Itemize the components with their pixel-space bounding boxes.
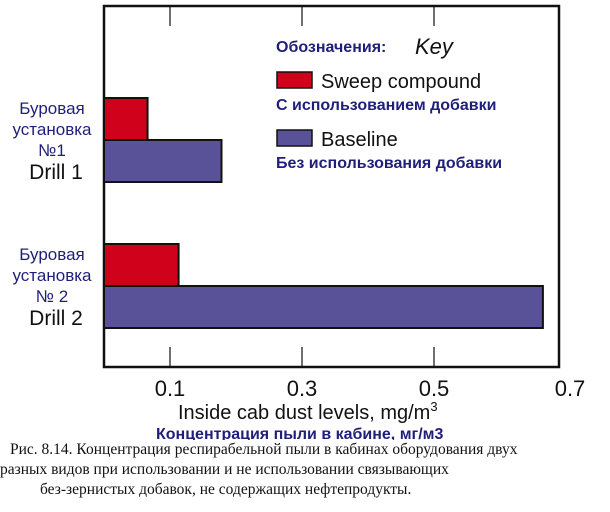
- legend-title-en: Key: [415, 34, 455, 59]
- caption-line: без-зернистых добавок, не содержащих неф…: [40, 481, 412, 498]
- x-tick-label: 0.5: [419, 376, 450, 401]
- bar-baseline-drill-1: [103, 139, 223, 183]
- x-axis-label: Inside cab dust levels, mg/m3: [178, 399, 438, 424]
- legend-label-en: Sweep compound: [321, 71, 481, 93]
- legend-title-ru: Обозначения:: [276, 39, 386, 56]
- caption-line: Рис. 8.14. Концентрация респирабельной п…: [10, 441, 518, 458]
- category-label-ru: установка: [13, 266, 93, 285]
- legend-label-en: Baseline: [321, 129, 398, 151]
- bar-baseline-drill-2: [103, 285, 544, 329]
- x-tick-label: 0.3: [287, 376, 318, 401]
- bar-sweep-drill-1: [103, 97, 149, 141]
- category-label-ru: № 2: [36, 287, 68, 306]
- legend-swatch-baseline: [276, 129, 313, 147]
- figure-caption: Рис. 8.14. Концентрация респирабельной п…: [0, 440, 610, 500]
- category-label-ru: Буровая: [19, 245, 85, 264]
- x-tick-label: 0.7: [555, 376, 586, 401]
- category-label-en: Drill 2: [29, 307, 83, 330]
- bar-sweep-drill-2: [103, 243, 180, 287]
- legend-label-ru: С использованием добавки: [276, 97, 496, 114]
- category-label-en: Drill 1: [29, 161, 83, 184]
- plot-frame: [102, 4, 561, 369]
- caption-line: разных видов при использовании и не испо…: [0, 461, 449, 478]
- category-label-ru: установка: [13, 120, 93, 139]
- x-tick-label: 0.1: [155, 376, 186, 401]
- category-label-ru: №1: [38, 141, 66, 160]
- legend-label-ru: Без использования добавки: [276, 155, 502, 172]
- category-label-ru: Буровая: [19, 99, 85, 118]
- legend-swatch-sweep: [276, 71, 313, 89]
- x-axis-label-ru: Концентрация пыли в кабине, мг/м3: [156, 426, 443, 440]
